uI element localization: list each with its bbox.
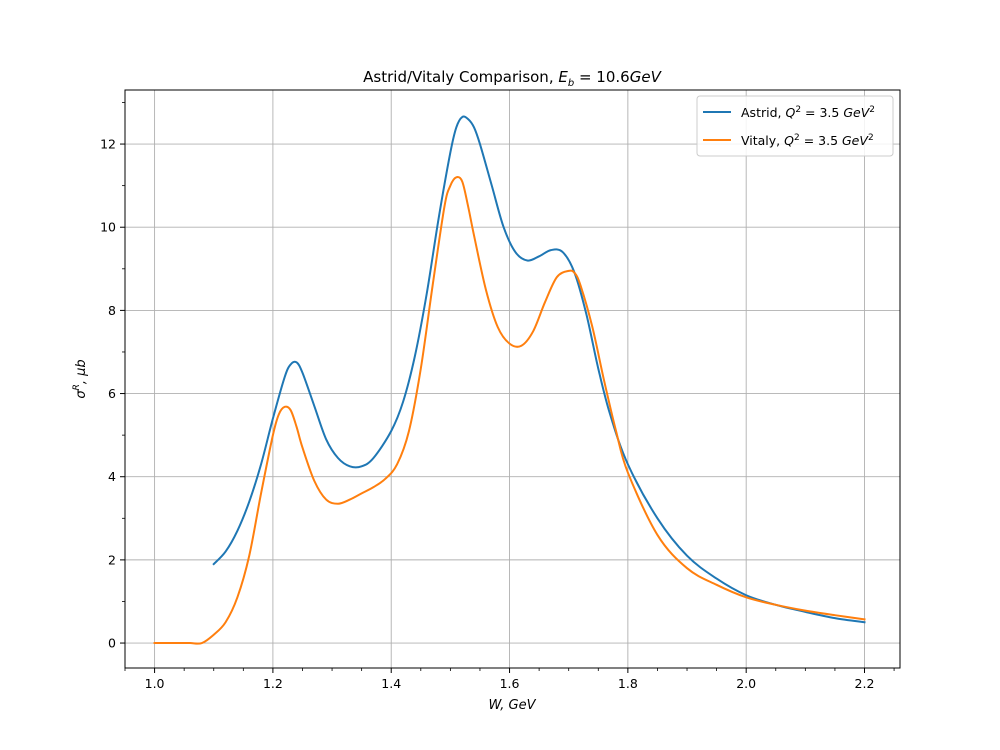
x-tick-label: 2.0 xyxy=(736,676,756,691)
series-line-vitaly xyxy=(153,175,866,645)
x-tick-label: 1.4 xyxy=(381,676,401,691)
x-tick-label: 2.2 xyxy=(855,676,875,691)
y-tick-label: 4 xyxy=(108,469,116,484)
grid-lines xyxy=(125,90,900,668)
y-tick-label: 0 xyxy=(108,636,116,651)
x-axis-label: W, GeV xyxy=(488,698,536,713)
chart-title: Astrid/Vitaly Comparison, Eb = 10.6GeV xyxy=(363,68,662,89)
series-line-astrid xyxy=(212,115,866,624)
legend: Astrid, Q2 = 3.5 GeV2 Vitaly, Q2 = 3.5 G… xyxy=(696,95,894,157)
y-tick-label: 10 xyxy=(100,220,116,235)
legend-label-astrid: Astrid, Q2 = 3.5 GeV2 xyxy=(741,105,875,120)
plot-frame xyxy=(124,89,901,669)
y-tick-label: 2 xyxy=(108,552,116,567)
x-tick-label: 1.6 xyxy=(500,676,520,691)
x-tick-label: 1.2 xyxy=(263,676,283,691)
y-tick-label: 6 xyxy=(108,386,116,401)
legend-box xyxy=(696,95,894,157)
y-axis-label: σR, μb xyxy=(72,359,89,398)
y-tick-label: 8 xyxy=(108,303,116,318)
x-tick-label: 1.8 xyxy=(618,676,638,691)
x-tick-label: 1.0 xyxy=(145,676,165,691)
legend-label-vitaly: Vitaly, Q2 = 3.5 GeV2 xyxy=(741,133,874,148)
axis-ticks: 1.0 1.2 1.4 1.6 1.8 2.0 2.2 0 2 4 6 8 10 12 xyxy=(100,102,895,691)
series-lines xyxy=(153,115,866,645)
y-tick-label: 12 xyxy=(100,137,116,152)
